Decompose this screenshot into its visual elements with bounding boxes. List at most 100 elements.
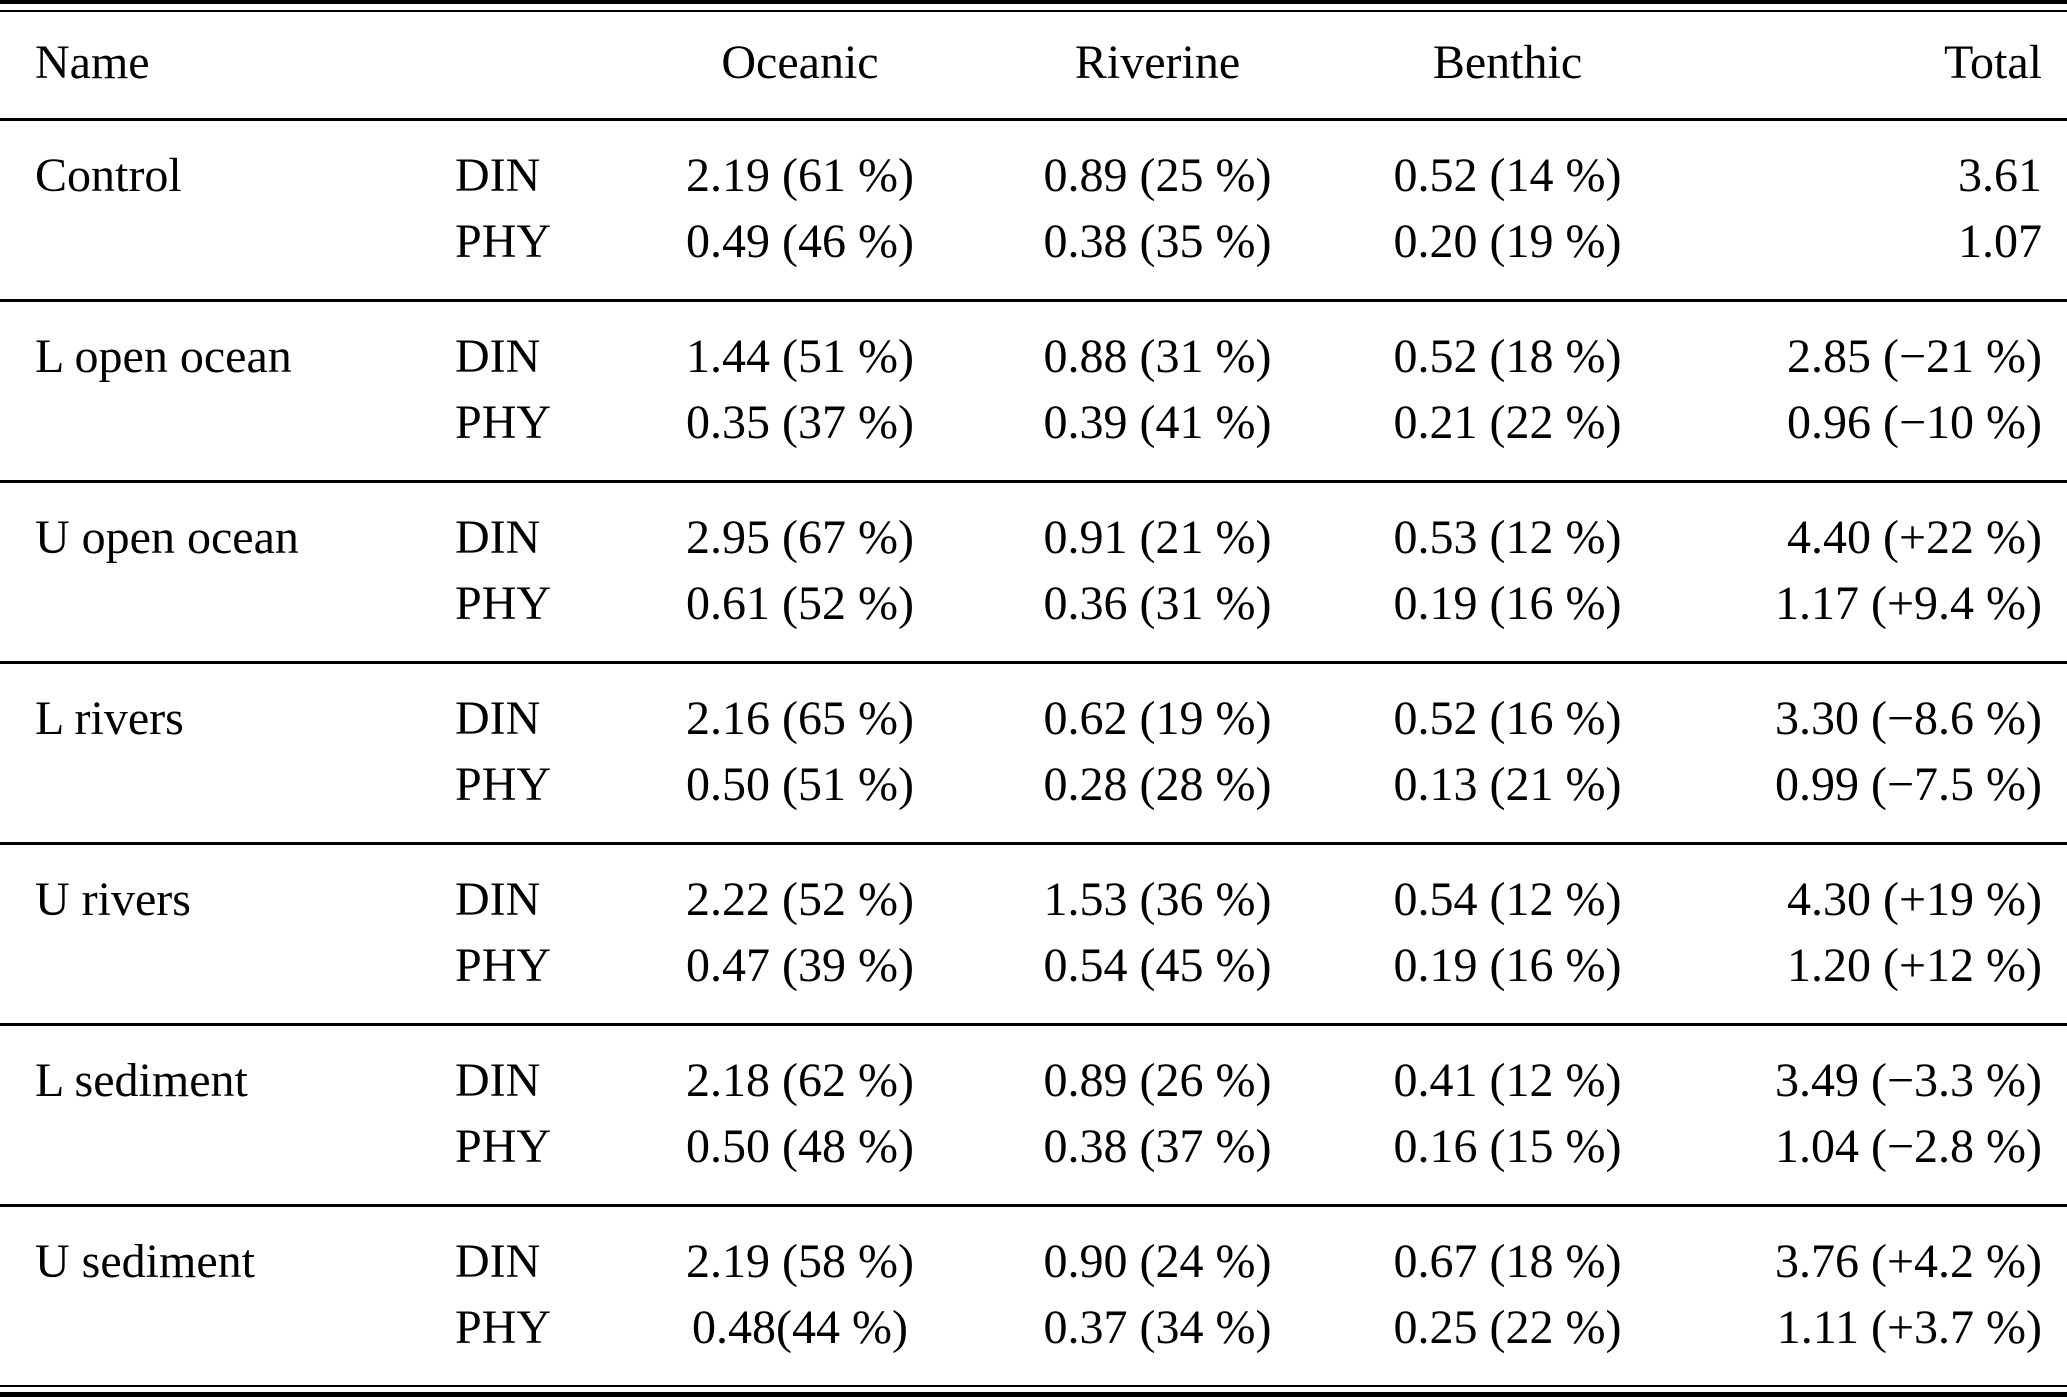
table-row: U sediment DIN 2.19 (58 %) 0.90 (24 %) 0… — [0, 1204, 2067, 1295]
table-row: L sediment DIN 2.18 (62 %) 0.89 (26 %) 0… — [0, 1023, 2067, 1114]
oceanic-value-cell: 0.50 (51 %) — [686, 758, 914, 811]
benthic-value-cell: 0.52 (16 %) — [1335, 661, 1680, 752]
total-value-cell: 0.99 (−7.5 %) — [1774, 758, 2042, 811]
experiment-name-cell: Control — [35, 149, 182, 202]
table-row: PHY 0.61 (52 %) 0.36 (31 %) 0.19 (16 %) … — [0, 571, 2067, 663]
oceanic-value-cell: 0.47 (39 %) — [686, 939, 914, 992]
table-row: PHY 0.47 (39 %) 0.54 (45 %) 0.19 (16 %) … — [0, 933, 2067, 1025]
experiment-name-cell — [0, 1295, 430, 1386]
benthic-value-cell: 0.19 (16 %) — [1393, 577, 1622, 630]
table-row: U open ocean DIN 2.95 (67 %) 0.91 (21 %)… — [0, 480, 2067, 571]
table-row: PHY 0.50 (51 %) 0.28 (28 %) 0.13 (21 %) … — [0, 752, 2067, 844]
variable-cell: DIN — [430, 299, 620, 390]
total-value-cell: 1.11 (+3.7 %) — [1776, 1301, 2042, 1354]
riverine-value-cell: 0.39 (41 %) — [1043, 396, 1272, 449]
experiment-name-cell — [0, 209, 430, 301]
benthic-value-cell: 0.67 (18 %) — [1335, 1204, 1680, 1295]
riverine-value-cell: 0.91 (21 %) — [980, 480, 1335, 571]
total-value-cell: 4.40 (+22 %) — [1680, 480, 2067, 571]
benthic-value-cell: 0.41 (12 %) — [1335, 1023, 1680, 1114]
variable-cell: PHY — [455, 1120, 552, 1173]
oceanic-value-cell: 2.22 (52 %) — [620, 842, 980, 933]
experiment-name-cell — [0, 571, 430, 663]
total-value-cell: 0.96 (−10 %) — [1786, 396, 2042, 449]
variable-cell: DIN — [455, 149, 541, 202]
benthic-value-cell: 0.16 (15 %) — [1393, 1120, 1622, 1173]
variable-cell: PHY — [455, 1301, 552, 1354]
total-value-cell: 2.85 (−21 %) — [1680, 299, 2067, 390]
benthic-value-cell: 0.52 (18 %) — [1335, 299, 1680, 390]
oceanic-value-cell: 0.48(44 %) — [692, 1301, 908, 1354]
total-value-cell: 1.07 — [1958, 215, 2042, 268]
benthic-value-cell: 0.54 (12 %) — [1335, 842, 1680, 933]
total-value-cell: 3.49 (−3.3 %) — [1680, 1023, 2067, 1114]
oceanic-value-cell: 0.50 (48 %) — [686, 1120, 914, 1173]
oceanic-value-cell: 2.19 (58 %) — [620, 1204, 980, 1295]
variable-cell: PHY — [455, 758, 552, 811]
experiment-name-cell: L sediment — [0, 1023, 430, 1114]
riverine-value-cell: 0.54 (45 %) — [1043, 939, 1272, 992]
riverine-value-cell: 0.37 (34 %) — [1043, 1301, 1272, 1354]
total-value-cell: 1.20 (+12 %) — [1786, 939, 2042, 992]
oceanic-value-cell: 1.44 (51 %) — [620, 299, 980, 390]
table-row: PHY 0.50 (48 %) 0.38 (37 %) 0.16 (15 %) … — [0, 1114, 2067, 1206]
riverine-value-cell: 1.53 (36 %) — [980, 842, 1335, 933]
benthic-value-cell: 0.13 (21 %) — [1393, 758, 1622, 811]
riverine-value-cell: 0.88 (31 %) — [980, 299, 1335, 390]
column-header-riverine: Riverine — [980, 11, 1335, 121]
oceanic-value-cell: 2.19 (61 %) — [686, 149, 914, 202]
variable-cell: DIN — [430, 842, 620, 933]
benthic-value-cell: 0.25 (22 %) — [1393, 1301, 1622, 1354]
total-value-cell: 4.30 (+19 %) — [1680, 842, 2067, 933]
benthic-value-cell: 0.19 (16 %) — [1393, 939, 1622, 992]
oceanic-value-cell: 2.18 (62 %) — [620, 1023, 980, 1114]
total-value-cell: 1.17 (+9.4 %) — [1774, 577, 2042, 630]
variable-cell: DIN — [430, 480, 620, 571]
experiment-name-cell — [0, 752, 430, 844]
table-row: Control DIN 2.19 (61 %) 0.89 (25 %) 0.52… — [0, 120, 2067, 210]
variable-cell: DIN — [430, 1023, 620, 1114]
total-value-cell: 1.04 (−2.8 %) — [1774, 1120, 2042, 1173]
variable-cell: PHY — [455, 939, 552, 992]
table-row: PHY 0.35 (37 %) 0.39 (41 %) 0.21 (22 %) … — [0, 390, 2067, 482]
oceanic-value-cell: 2.95 (67 %) — [620, 480, 980, 571]
riverine-value-cell: 0.89 (25 %) — [1043, 149, 1272, 202]
variable-cell: PHY — [455, 577, 552, 630]
riverine-value-cell: 0.89 (26 %) — [980, 1023, 1335, 1114]
experiment-name-cell: U sediment — [0, 1204, 430, 1295]
oceanic-value-cell: 0.61 (52 %) — [686, 577, 914, 630]
table-row: PHY 0.49 (46 %) 0.38 (35 %) 0.20 (19 %) … — [0, 209, 2067, 301]
benthic-value-cell: 0.21 (22 %) — [1393, 396, 1622, 449]
riverine-value-cell: 0.38 (35 %) — [1043, 215, 1272, 268]
riverine-value-cell: 0.28 (28 %) — [1043, 758, 1272, 811]
total-value-cell: 3.30 (−8.6 %) — [1680, 661, 2067, 752]
oceanic-value-cell: 0.35 (37 %) — [686, 396, 914, 449]
table-body: Control DIN 2.19 (61 %) 0.89 (25 %) 0.52… — [0, 120, 2067, 1387]
riverine-value-cell: 0.90 (24 %) — [980, 1204, 1335, 1295]
table-row: L rivers DIN 2.16 (65 %) 0.62 (19 %) 0.5… — [0, 661, 2067, 752]
riverine-value-cell: 0.38 (37 %) — [1043, 1120, 1272, 1173]
column-header-benthic: Benthic — [1335, 11, 1680, 121]
benthic-value-cell: 0.20 (19 %) — [1393, 215, 1622, 268]
experiment-name-cell — [0, 933, 430, 1025]
experiment-name-cell: U rivers — [0, 842, 430, 933]
variable-cell: DIN — [430, 661, 620, 752]
oceanic-value-cell: 0.49 (46 %) — [686, 215, 914, 268]
oceanic-value-cell: 2.16 (65 %) — [620, 661, 980, 752]
riverine-value-cell: 0.36 (31 %) — [1043, 577, 1272, 630]
total-value-cell: 3.76 (+4.2 %) — [1680, 1204, 2067, 1295]
variable-cell: PHY — [455, 215, 552, 268]
column-header-variable — [430, 11, 620, 121]
experiment-name-cell: L rivers — [0, 661, 430, 752]
table-row: L open ocean DIN 1.44 (51 %) 0.88 (31 %)… — [0, 299, 2067, 390]
experiment-name-cell — [0, 1114, 430, 1206]
column-header-name: Name — [0, 11, 430, 121]
experiment-name-cell — [0, 390, 430, 482]
column-header-oceanic: Oceanic — [620, 11, 980, 121]
table-header-row: Name Oceanic Riverine Benthic Total — [0, 11, 2067, 121]
variable-cell: PHY — [455, 396, 552, 449]
total-value-cell: 3.61 — [1958, 149, 2042, 202]
experiment-name-cell: U open ocean — [0, 480, 430, 571]
results-table: Name Oceanic Riverine Benthic Total Cont… — [0, 10, 2067, 1387]
table-row: PHY 0.48(44 %) 0.37 (34 %) 0.25 (22 %) 1… — [0, 1295, 2067, 1386]
